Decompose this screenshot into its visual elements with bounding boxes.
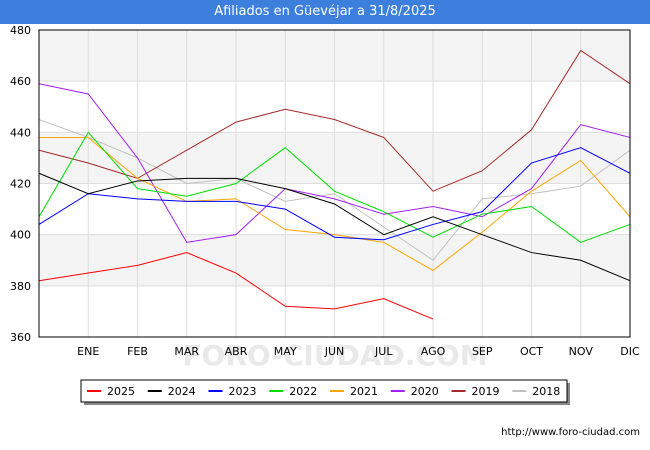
legend-label-2021: 2021 [350, 385, 378, 398]
y-tick-label: 400 [10, 229, 31, 242]
legend-label-2025: 2025 [107, 385, 135, 398]
series-line-2021 [39, 136, 631, 272]
x-tick-label: FEB [127, 345, 148, 358]
y-axis-ticks: 360 380 400 420 440 460 480 [10, 24, 31, 344]
y-tick-label: 380 [10, 280, 31, 293]
legend-label-2019: 2019 [472, 385, 500, 398]
y-tick-label: 480 [10, 24, 31, 37]
series-line-2025 [38, 252, 434, 320]
series-line-2020 [38, 83, 631, 243]
x-tick-label: MAY [274, 345, 297, 358]
y-tick-label: 420 [10, 178, 31, 191]
watermark-text: FORO-CIUDAD.COM [182, 339, 487, 372]
x-tick-label: AGO [421, 345, 446, 358]
x-tick-label: ENE [77, 345, 99, 358]
x-tick-label: JUN [324, 345, 345, 358]
source-url: http://www.foro-ciudad.com [501, 427, 640, 438]
y-tick-label: 440 [10, 126, 31, 139]
x-axis-ticks: ENE FEB MAR ABR MAY JUN JUL AGO SEP OCT NOV DIC [77, 345, 640, 358]
x-tick-label: SEP [472, 345, 493, 358]
y-tick-label: 460 [10, 75, 31, 88]
x-tick-label: NOV [569, 345, 594, 358]
x-tick-label: JUL [374, 345, 393, 358]
series-line-2022 [38, 131, 631, 243]
plot-border [38, 29, 631, 338]
series-lines [38, 49, 631, 320]
x-tick-label: ABR [225, 345, 248, 358]
legend-label-2018: 2018 [532, 385, 560, 398]
series-line-2024 [38, 172, 631, 282]
series-line-2023 [38, 147, 631, 241]
x-tick-label: DIC [620, 345, 640, 358]
legend: 2025 2024 2023 2022 2021 2020 2019 2018 [80, 379, 570, 405]
y-tick-label: 360 [10, 331, 31, 344]
x-tick-label: MAR [174, 345, 199, 358]
chart-title: Afiliados en Güevéjar a 31/8/2025 [0, 0, 650, 24]
legend-box [80, 379, 568, 403]
legend-label-2023: 2023 [229, 385, 257, 398]
x-tick-label: OCT [520, 345, 543, 358]
legend-label-2024: 2024 [168, 385, 196, 398]
legend-label-2022: 2022 [289, 385, 317, 398]
legend-label-2020: 2020 [411, 385, 439, 398]
